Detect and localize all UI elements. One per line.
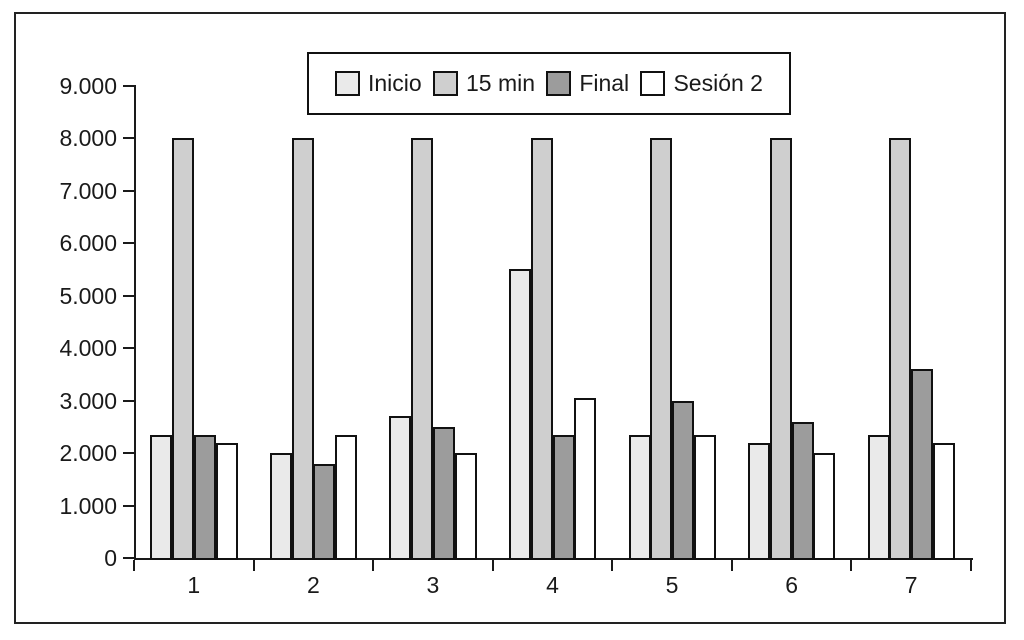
y-axis-tick <box>123 189 134 192</box>
bar-inicio-cat-7 <box>867 434 890 560</box>
x-axis-category-label: 5 <box>665 572 679 598</box>
legend: Inicio 15 min Final Sesión 2 <box>307 52 791 115</box>
y-axis-tick-label: 0 <box>104 545 117 571</box>
y-axis-tick <box>123 557 134 559</box>
bar-15-min-cat-5 <box>650 138 673 560</box>
y-axis-tick <box>123 242 134 244</box>
y-axis-line <box>134 84 136 560</box>
bar-sesión-2-cat-1 <box>215 442 238 560</box>
x-axis-tick <box>611 560 614 571</box>
bar-15-min-cat-4 <box>530 138 553 560</box>
y-axis-tick-label: 7.000 <box>59 177 117 204</box>
x-axis-category-label: 6 <box>785 572 799 598</box>
y-axis-tick <box>123 294 134 297</box>
x-axis-tick <box>850 560 853 571</box>
bar-sesión-2-cat-7 <box>932 442 955 560</box>
bar-15-min-cat-6 <box>769 138 792 560</box>
legend-swatch-icon <box>335 71 360 96</box>
y-axis-tick-label: 9.000 <box>59 72 117 99</box>
y-axis-tick <box>123 452 134 454</box>
bar-15-min-cat-3 <box>411 138 434 560</box>
legend-item-final: Final <box>546 71 629 96</box>
x-axis-tick <box>372 560 375 571</box>
legend-label: Final <box>579 70 630 96</box>
bar-sesión-2-cat-6 <box>813 453 836 560</box>
y-axis-tick-label: 6.000 <box>59 230 117 256</box>
bar-15-min-cat-2 <box>291 138 314 560</box>
legend-item-15-min: 15 min <box>432 70 536 96</box>
bar-sesión-2-cat-2 <box>335 434 358 560</box>
x-axis-category-label: 7 <box>904 572 918 598</box>
legend-item-sesión-2: Sesión 2 <box>640 71 763 96</box>
y-axis-tick-label: 2.000 <box>59 440 117 466</box>
x-axis-tick <box>133 560 135 571</box>
legend-label: Sesión 2 <box>673 70 763 96</box>
legend-swatch-icon <box>640 71 666 96</box>
bar-final-cat-3 <box>432 426 455 560</box>
y-axis-tick-label: 5.000 <box>59 282 117 309</box>
bar-sesión-2-cat-5 <box>693 434 716 560</box>
bar-inicio-cat-1 <box>150 434 173 560</box>
y-axis-tick-label: 4.000 <box>59 335 117 361</box>
x-axis-category-label: 4 <box>546 572 559 598</box>
legend-label: Inicio <box>368 70 422 96</box>
bar-sesión-2-cat-3 <box>454 453 477 560</box>
legend-item-inicio: Inicio <box>335 71 422 96</box>
bar-sesión-2-cat-4 <box>574 397 597 560</box>
x-axis-tick <box>970 560 972 571</box>
y-axis-tick-label: 1.000 <box>59 492 117 519</box>
bar-15-min-cat-1 <box>172 138 195 560</box>
bar-15-min-cat-7 <box>889 138 912 560</box>
y-axis-tick <box>123 347 134 349</box>
bar-final-cat-5 <box>672 400 695 560</box>
bar-final-cat-6 <box>791 421 814 560</box>
x-axis-tick <box>491 560 494 571</box>
bar-final-cat-4 <box>552 434 575 560</box>
bar-inicio-cat-5 <box>628 434 651 560</box>
y-axis-tick <box>123 137 134 139</box>
x-axis-tick <box>730 560 733 571</box>
bar-inicio-cat-6 <box>748 442 771 560</box>
bar-inicio-cat-4 <box>509 269 531 560</box>
bar-final-cat-1 <box>193 434 216 560</box>
x-axis-category-label: 1 <box>187 572 201 598</box>
y-axis-tick-label: 8.000 <box>59 125 117 151</box>
legend-label: 15 min <box>465 70 536 96</box>
bar-inicio-cat-3 <box>389 416 412 560</box>
bar-inicio-cat-2 <box>269 453 292 560</box>
legend-swatch-icon <box>432 71 458 96</box>
x-axis-category-label: 3 <box>426 572 440 598</box>
bar-final-cat-2 <box>313 463 336 560</box>
x-axis-category-label: 2 <box>306 572 320 598</box>
y-axis-tick <box>123 84 134 87</box>
x-axis-tick <box>252 560 255 571</box>
legend-swatch-icon <box>546 71 572 96</box>
y-axis-tick <box>123 504 134 507</box>
y-axis-tick <box>123 399 134 402</box>
bar-final-cat-7 <box>911 369 934 560</box>
y-axis-tick-label: 3.000 <box>59 387 117 414</box>
